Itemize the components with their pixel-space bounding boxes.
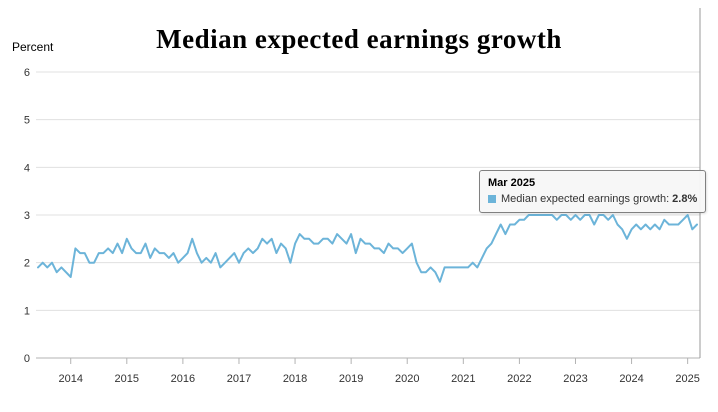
x-tick-label: 2018 <box>283 373 307 385</box>
x-tick-label: 2019 <box>339 373 363 385</box>
y-tick-label: 4 <box>24 162 30 174</box>
x-tick-label: 2016 <box>171 373 195 385</box>
x-tick-label: 2015 <box>115 373 139 385</box>
tooltip-series-label: Median expected earnings growth: <box>501 193 670 205</box>
y-tick-label: 0 <box>24 353 30 365</box>
x-tick-label: 2024 <box>619 373 643 385</box>
tooltip: Mar 2025 Median expected earnings growth… <box>479 170 707 213</box>
x-tick-label: 2023 <box>563 373 587 385</box>
chart-title: Median expected earnings growth <box>156 24 562 54</box>
y-tick-label: 2 <box>24 258 30 270</box>
series-line[interactable] <box>37 214 698 283</box>
y-axis-title: Percent <box>12 40 54 54</box>
tooltip-value: 2.8% <box>672 193 698 205</box>
tooltip-date: Mar 2025 <box>488 177 536 189</box>
x-tick-label: 2021 <box>451 373 475 385</box>
series-swatch-icon <box>488 195 496 203</box>
x-tick-label: 2017 <box>227 373 251 385</box>
x-tick-label: 2022 <box>507 373 531 385</box>
x-tick-label: 2020 <box>395 373 419 385</box>
y-tick-label: 5 <box>24 115 30 127</box>
x-tick-label: 2014 <box>58 373 82 385</box>
y-tick-label: 6 <box>24 67 30 79</box>
x-tick-label: 2025 <box>675 373 699 385</box>
y-tick-label: 3 <box>24 210 30 222</box>
y-tick-label: 1 <box>24 305 30 317</box>
